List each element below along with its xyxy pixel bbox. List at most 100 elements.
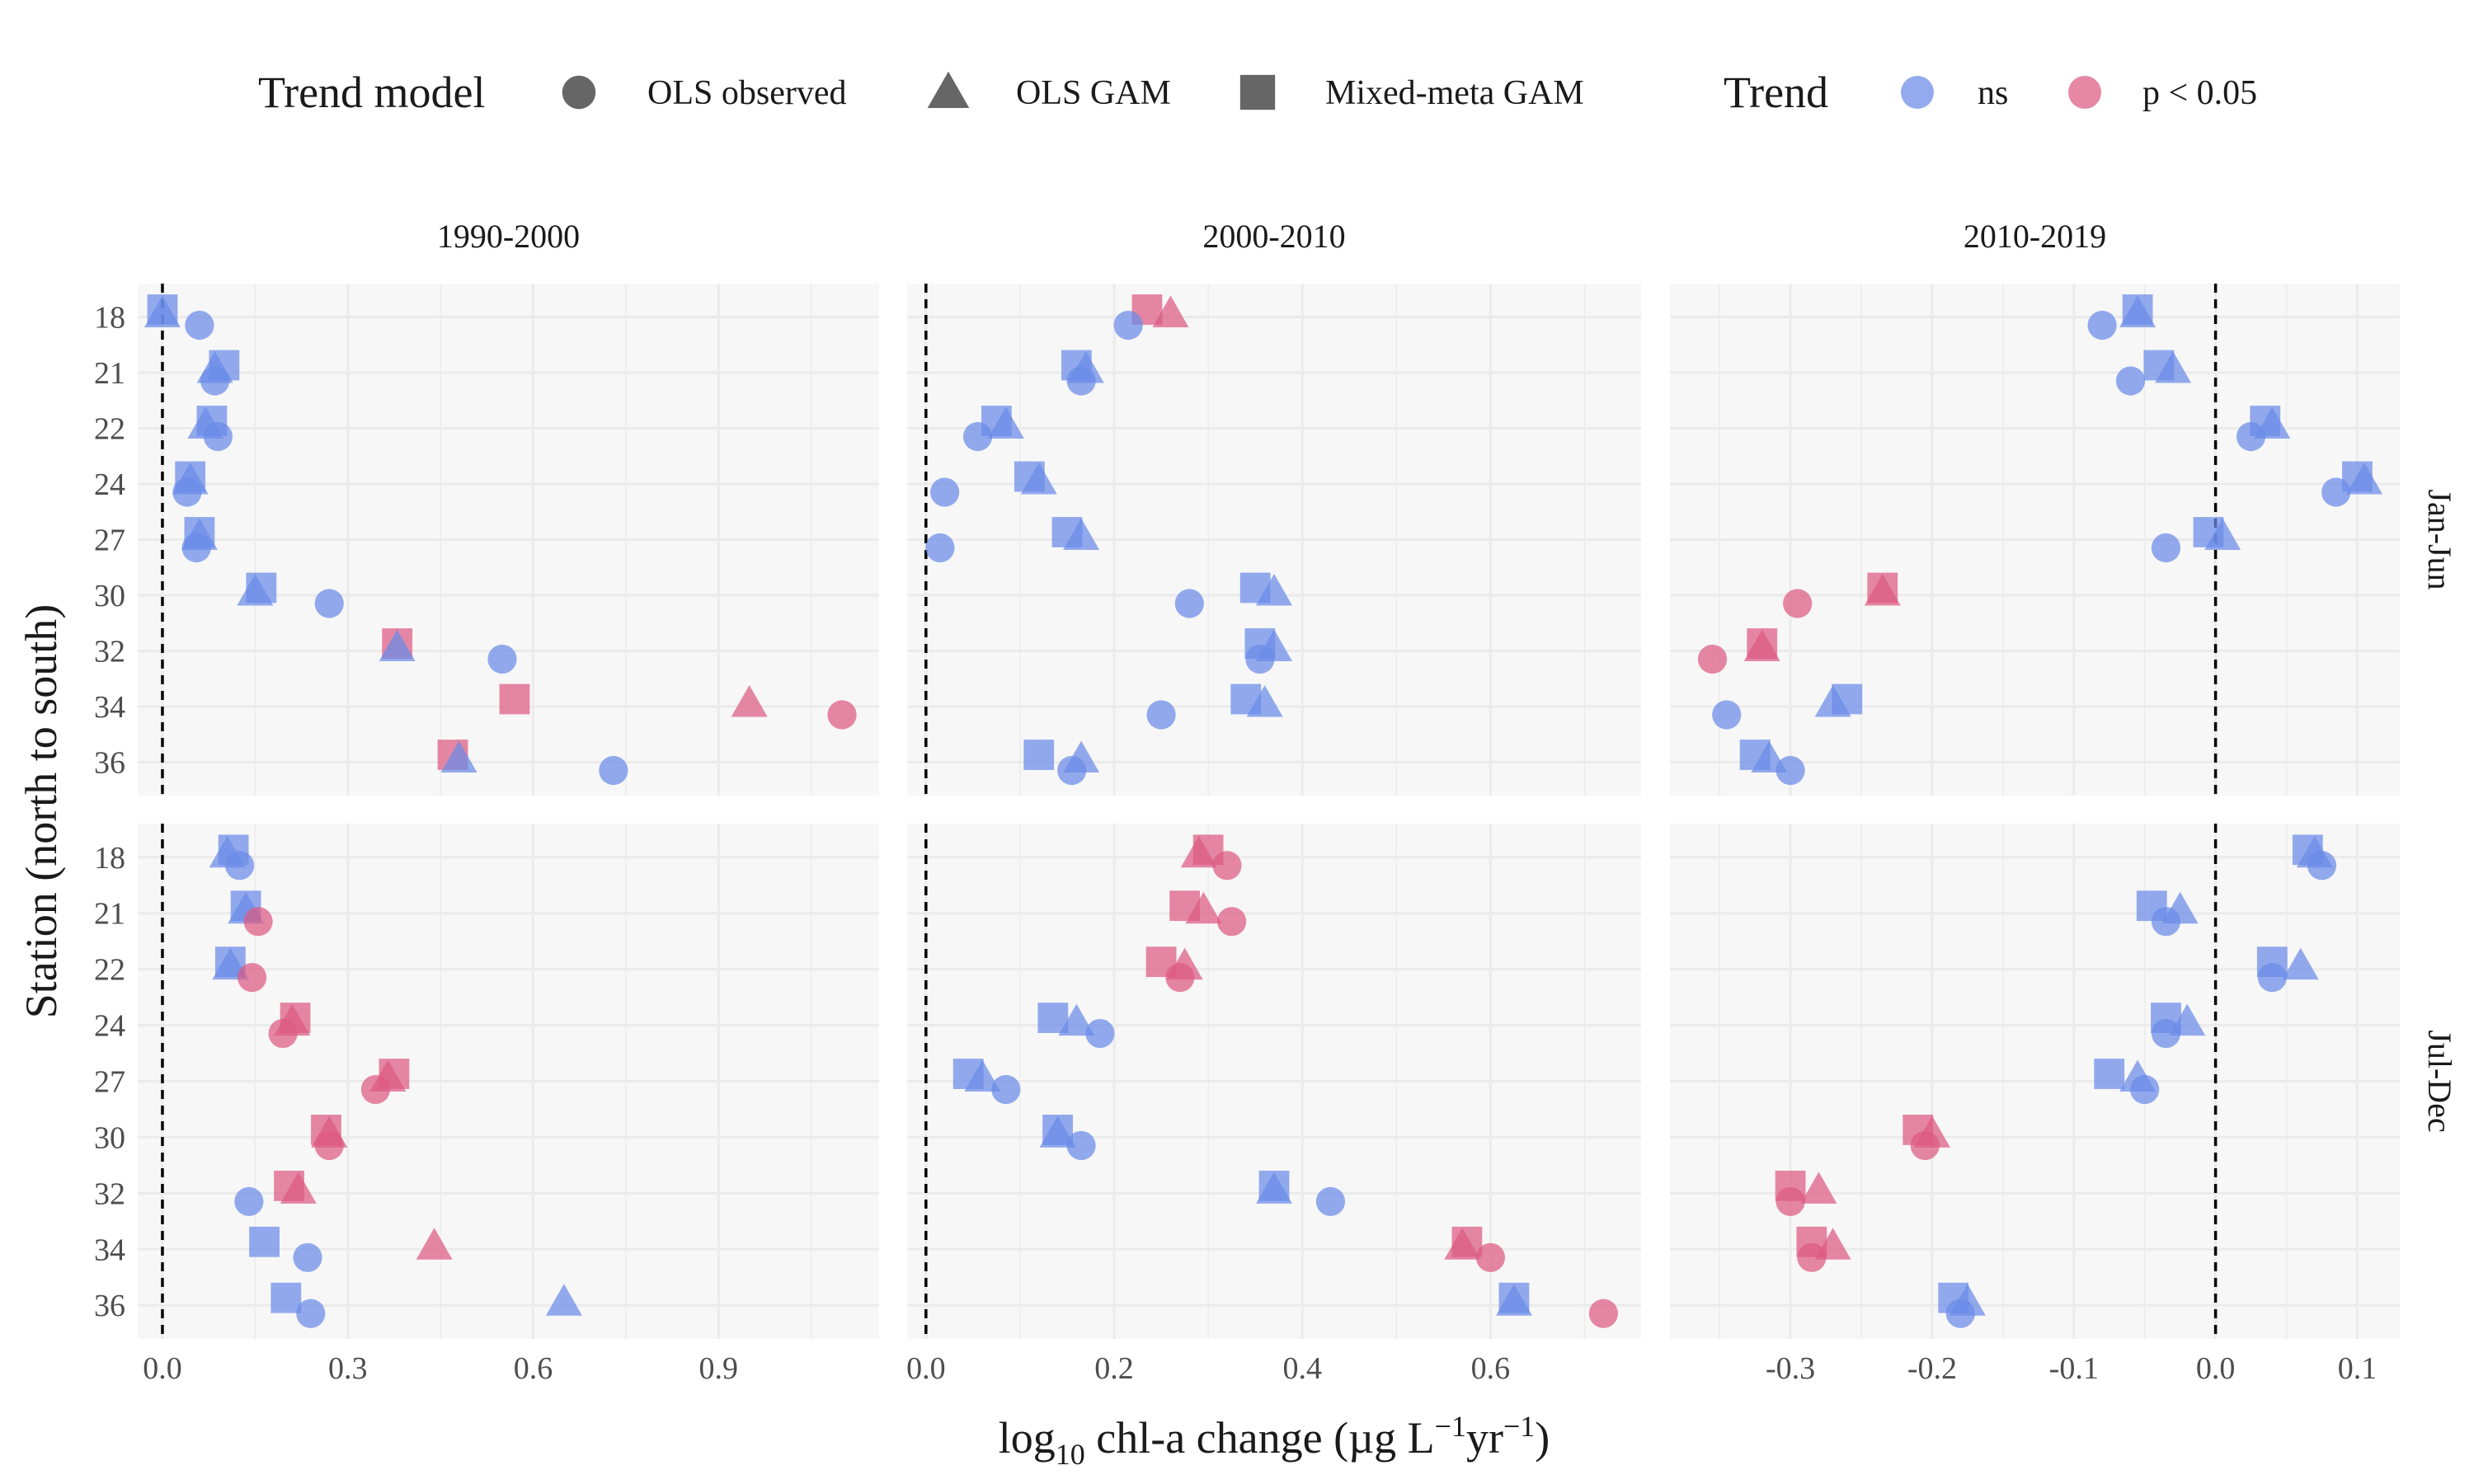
point-ols-observed-18: [2087, 310, 2117, 340]
x-tick-label: 0.0: [906, 1351, 946, 1386]
point-mixed-meta-gam-36: [1023, 740, 1055, 770]
x-tick-label: -0.3: [1766, 1351, 1815, 1386]
legend-key-triangle-icon: [927, 71, 970, 108]
point-ols-observed-32: [1245, 644, 1275, 674]
facet-panels: 1990-2000 2000-2010 2010-2019 Jan-Jun Jul-De…: [138, 218, 2458, 1339]
point-ols-observed-34: [293, 1242, 322, 1272]
point-ols-observed-34: [1475, 1242, 1506, 1272]
point-ols-observed-21: [2115, 366, 2146, 396]
panel-2000-2010-Jan-Jun: [907, 284, 1641, 796]
point-ols-observed-27: [2151, 533, 2181, 563]
legend-label-ns: ns: [1978, 74, 2008, 112]
y-tick-label: 18: [94, 301, 125, 336]
point-ols-observed-22: [203, 421, 233, 452]
x-tick-label: 0.1: [2338, 1351, 2378, 1386]
point-mixed-meta-gam-27: [2094, 1059, 2125, 1089]
point-ols-observed-21: [2151, 907, 2181, 937]
point-ols-gam-18: [1180, 835, 1217, 868]
point-ols-gam-27: [1063, 518, 1100, 550]
point-ols-observed-22: [1165, 963, 1195, 993]
point-ols-gam-18: [1152, 295, 1189, 327]
point-mixed-meta-gam-34: [249, 1226, 280, 1257]
point-ols-gam-34: [1246, 685, 1283, 717]
y-tick-label: 22: [94, 412, 125, 447]
point-ols-observed-24: [1085, 1018, 1115, 1049]
y-tick-label: 27: [94, 1065, 125, 1100]
y-tick-label: 21: [94, 897, 125, 932]
point-ols-observed-18: [1212, 851, 1242, 881]
x-tick-label: 0.2: [1094, 1351, 1134, 1386]
panel-2010-2019-Jul-Dec: [1670, 824, 2400, 1339]
point-ols-gam-32: [379, 629, 416, 661]
x-tick-label: -0.1: [2049, 1351, 2099, 1386]
point-ols-observed-30: [1910, 1130, 1940, 1161]
y-tick-label: 32: [94, 1176, 125, 1211]
legend-label-ols-gam: OLS GAM: [1016, 74, 1171, 112]
facet-strip-1990-2000: 1990-2000: [437, 218, 580, 255]
point-ols-gam-32: [280, 1172, 317, 1204]
legend-key-square-icon: [1239, 74, 1276, 110]
point-mixed-meta-gam-34: [499, 683, 530, 715]
point-ols-observed-36: [1588, 1298, 1618, 1328]
point-ols-observed-24: [930, 477, 960, 507]
x-tick-label: 0.3: [328, 1351, 368, 1386]
point-ols-gam-22: [987, 406, 1024, 439]
legend-label-mixed-meta-gam: Mixed-meta GAM: [1325, 74, 1584, 112]
point-ols-observed-21: [1066, 366, 1096, 396]
point-ols-gam-18: [2119, 295, 2157, 327]
point-ols-observed-36: [1945, 1298, 1975, 1328]
point-ols-observed-34: [1146, 700, 1176, 730]
x-tick-label: 0.0: [143, 1351, 182, 1386]
point-ols-observed-32: [234, 1186, 264, 1216]
point-ols-observed-27: [181, 533, 211, 563]
point-ols-observed-24: [2321, 477, 2351, 507]
point-ols-observed-36: [1057, 755, 1087, 786]
point-ols-observed-22: [2257, 963, 2287, 993]
point-ols-observed-18: [185, 310, 214, 340]
point-ols-gam-32: [1256, 1172, 1292, 1204]
y-tick-label: 34: [94, 1233, 125, 1267]
y-axis-title: Station (north to south): [16, 604, 66, 1018]
point-ols-observed-34: [1797, 1242, 1827, 1272]
point-ols-observed-32: [1315, 1186, 1346, 1216]
point-ols-observed-36: [1776, 755, 1805, 786]
facet-strip-2010-2019: 2010-2019: [1964, 218, 2106, 255]
point-ols-observed-24: [172, 477, 202, 507]
y-tick-label: 36: [94, 1289, 125, 1323]
y-tick-label: 18: [94, 841, 125, 876]
point-ols-gam-27: [964, 1059, 1001, 1092]
point-ols-gam-36: [440, 740, 477, 773]
point-ols-observed-32: [487, 644, 517, 674]
y-tick-label: 32: [94, 635, 125, 669]
point-ols-observed-24: [2151, 1018, 2181, 1049]
axes: Station (north to south) log10 chl-a cha…: [16, 301, 2377, 1472]
panel-1990-2000-Jan-Jun: [138, 284, 879, 796]
legend: Trend model Trend OLS observed OLS GAM Mix…: [258, 68, 2257, 117]
panel-2010-2019-Jan-Jun: [1670, 284, 2400, 796]
point-ols-observed-36: [599, 755, 628, 786]
y-tick-label: 34: [94, 690, 125, 725]
point-ols-gam-36: [545, 1284, 582, 1316]
point-ols-observed-30: [1783, 589, 1813, 618]
point-ols-observed-21: [1217, 907, 1247, 937]
point-ols-observed-30: [1174, 589, 1204, 618]
y-tick-label: 36: [94, 746, 125, 781]
y-tick-label: 24: [94, 467, 125, 502]
point-ols-gam-24: [1058, 1003, 1095, 1036]
point-ols-observed-30: [1066, 1130, 1096, 1161]
point-ols-gam-30: [1864, 574, 1901, 606]
y-tick-label: 27: [94, 524, 125, 558]
point-ols-gam-18: [143, 295, 181, 327]
facet-strip-Jan-Jun: Jan-Jun: [2421, 489, 2458, 589]
point-ols-observed-32: [1697, 644, 1728, 674]
point-ols-observed-22: [237, 963, 267, 993]
facet-strip-Jul-Dec: Jul-Dec: [2421, 1030, 2458, 1132]
point-ols-observed-27: [991, 1074, 1021, 1105]
point-mixed-meta-gam-36: [270, 1282, 302, 1313]
point-ols-observed-18: [1113, 310, 1143, 340]
legend-label-ols-observed: OLS observed: [647, 74, 846, 112]
point-ols-observed-27: [2130, 1074, 2160, 1105]
point-ols-gam-30: [1039, 1115, 1076, 1148]
